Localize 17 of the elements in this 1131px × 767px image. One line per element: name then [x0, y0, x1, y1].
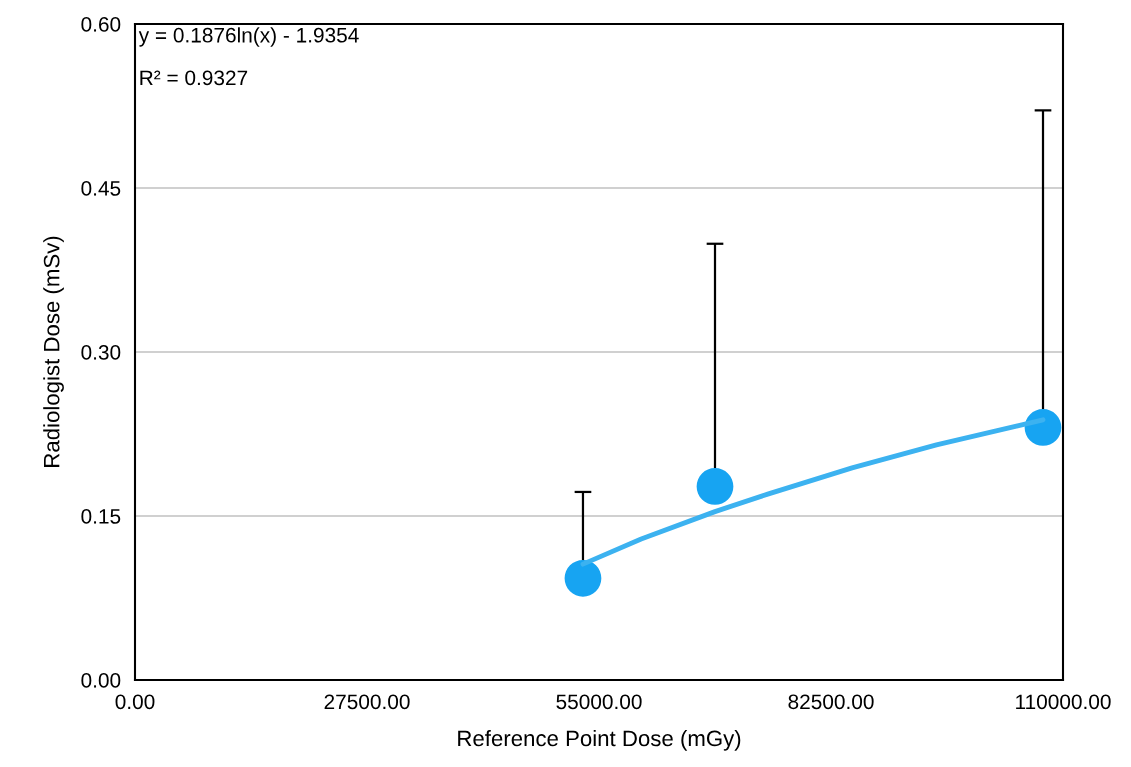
y-tick-label: 0.15	[81, 509, 121, 524]
annotation: y = 0.1876ln(x) - 1.9354	[138, 27, 359, 47]
x-tick-label: 27500.00	[324, 694, 410, 710]
point	[696, 468, 734, 505]
x-tick-label: 82500.00	[788, 694, 874, 710]
x-tick-label: 0.00	[115, 694, 155, 710]
y-tick-label: 0.60	[81, 17, 121, 32]
y-tick-label: 0.30	[81, 345, 121, 360]
x-axis-title: Reference Point Dose (mGy)	[458, 729, 741, 751]
y-tick-label: 0.00	[81, 673, 121, 688]
point	[1024, 409, 1062, 446]
annotation: R² = 0.9327	[140, 70, 248, 86]
y-axis-title: Radiologist Dose (mSv)	[43, 236, 64, 467]
point	[564, 559, 602, 597]
x-tick-label: 55000.00	[556, 694, 642, 710]
y-tick-label: 0.45	[81, 181, 121, 196]
x-tick-label: 110000.00	[1016, 694, 1111, 710]
